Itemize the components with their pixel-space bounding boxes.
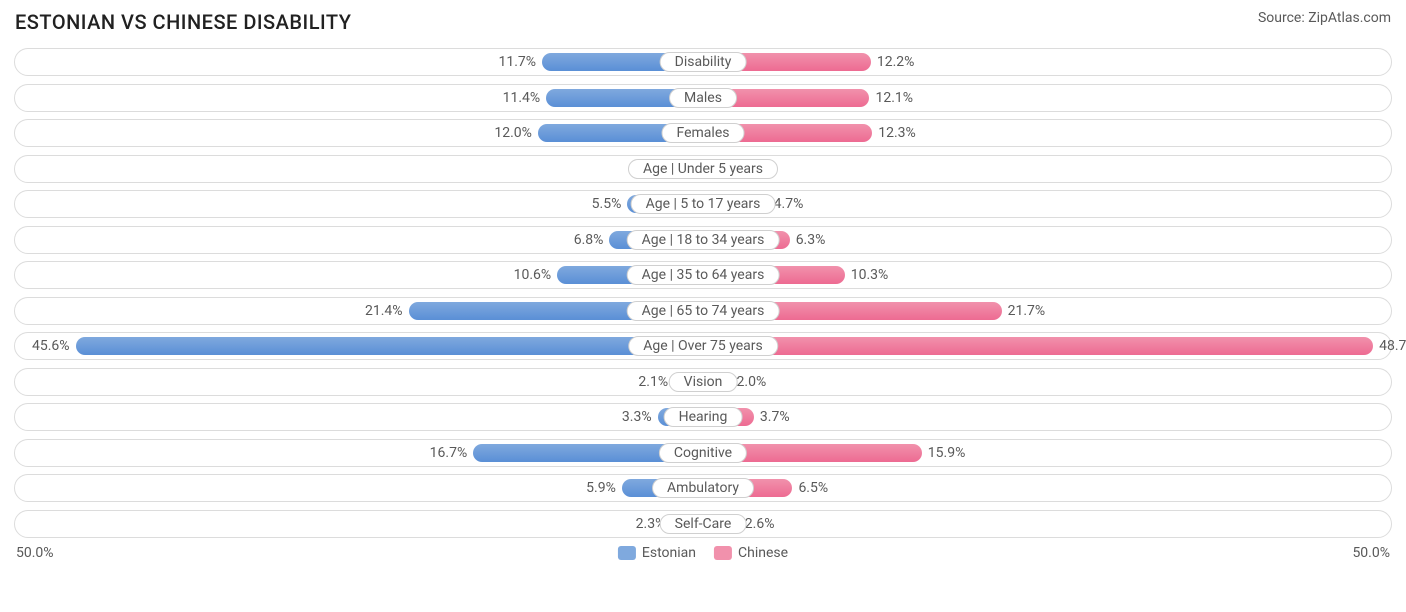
value-right: 21.7% (1008, 303, 1046, 319)
legend-label-left: Estonian (642, 545, 696, 561)
value-left: 6.8% (574, 232, 604, 248)
chart-row: 16.7% 15.9% Cognitive (14, 439, 1392, 467)
legend-swatch-left-icon (618, 546, 636, 560)
category-label: Hearing (664, 407, 743, 427)
chart-row: 2.1% 2.0%Vision (14, 368, 1392, 396)
category-label: Age | 18 to 34 years (627, 230, 780, 250)
chart-container: ESTONIAN VS CHINESE DISABILITY Source: Z… (0, 0, 1406, 612)
chart-title: ESTONIAN VS CHINESE DISABILITY (15, 10, 351, 34)
bar-right (703, 337, 1373, 355)
header: ESTONIAN VS CHINESE DISABILITY Source: Z… (14, 10, 1392, 34)
category-label: Age | 35 to 64 years (627, 265, 780, 285)
value-right: 12.2% (877, 54, 915, 70)
value-left: 16.7% (430, 445, 468, 461)
chart-row: 5.5% 4.7%Age | 5 to 17 years (14, 190, 1392, 218)
legend: Estonian Chinese (618, 545, 788, 561)
value-right: 2.6% (745, 516, 775, 532)
category-label: Self-Care (660, 514, 747, 534)
category-label: Vision (669, 372, 738, 392)
value-left: 10.6% (514, 267, 552, 283)
category-label: Age | Over 75 years (628, 336, 778, 356)
value-right: 6.5% (798, 480, 828, 496)
category-label: Males (669, 88, 737, 108)
value-right: 48.7% (1379, 338, 1406, 354)
value-left: 21.4% (365, 303, 403, 319)
chart-row: 11.4% 12.1% Males (14, 84, 1392, 112)
chart-row: 45.6%48.7%Age | Over 75 years (14, 332, 1392, 360)
value-left: 3.3% (622, 409, 652, 425)
chart-area: 11.7% 12.2% Disability 11.4% 12.1% Males 12.0%… (14, 48, 1392, 538)
value-right: 12.1% (875, 90, 913, 106)
legend-item-right: Chinese (714, 545, 788, 561)
chart-row: 3.3% 3.7% Hearing (14, 403, 1392, 431)
category-label: Females (662, 123, 745, 143)
axis-max-right: 50.0% (1352, 545, 1390, 561)
category-label: Age | 5 to 17 years (631, 194, 776, 214)
value-left: 11.4% (503, 90, 541, 106)
source-label: Source: ZipAtlas.com (1258, 10, 1391, 26)
value-left: 2.1% (638, 374, 668, 390)
value-left: 5.9% (586, 480, 616, 496)
chart-row: 2.3%2.6%Self-Care (14, 510, 1392, 538)
category-label: Ambulatory (652, 478, 754, 498)
legend-swatch-right-icon (714, 546, 732, 560)
value-right: 12.3% (878, 125, 916, 141)
chart-row: 1.5%1.1%Age | Under 5 years (14, 155, 1392, 183)
value-right: 6.3% (796, 232, 826, 248)
chart-footer: 50.0% Estonian Chinese 50.0% (14, 545, 1392, 569)
axis-max-left: 50.0% (16, 545, 54, 561)
value-left: 5.5% (592, 196, 622, 212)
value-right: 4.7% (774, 196, 804, 212)
value-left: 45.6% (32, 338, 70, 354)
bar-left (76, 337, 703, 355)
category-label: Cognitive (659, 443, 747, 463)
value-right: 3.7% (760, 409, 790, 425)
value-right: 15.9% (928, 445, 966, 461)
chart-row: 5.9% 6.5% Ambulatory (14, 474, 1392, 502)
chart-row: 11.7% 12.2% Disability (14, 48, 1392, 76)
category-label: Disability (660, 52, 747, 72)
legend-label-right: Chinese (738, 545, 788, 561)
category-label: Age | Under 5 years (628, 159, 778, 179)
chart-row: 10.6% 10.3% Age | 35 to 64 years (14, 261, 1392, 289)
value-left: 11.7% (498, 54, 536, 70)
chart-row: 12.0% 12.3% Females (14, 119, 1392, 147)
category-label: Age | 65 to 74 years (627, 301, 780, 321)
value-right: 2.0% (737, 374, 767, 390)
value-left: 12.0% (494, 125, 532, 141)
chart-row: 21.4% 21.7% Age | 65 to 74 years (14, 297, 1392, 325)
value-right: 10.3% (851, 267, 889, 283)
legend-item-left: Estonian (618, 545, 696, 561)
chart-row: 6.8% 6.3% Age | 18 to 34 years (14, 226, 1392, 254)
